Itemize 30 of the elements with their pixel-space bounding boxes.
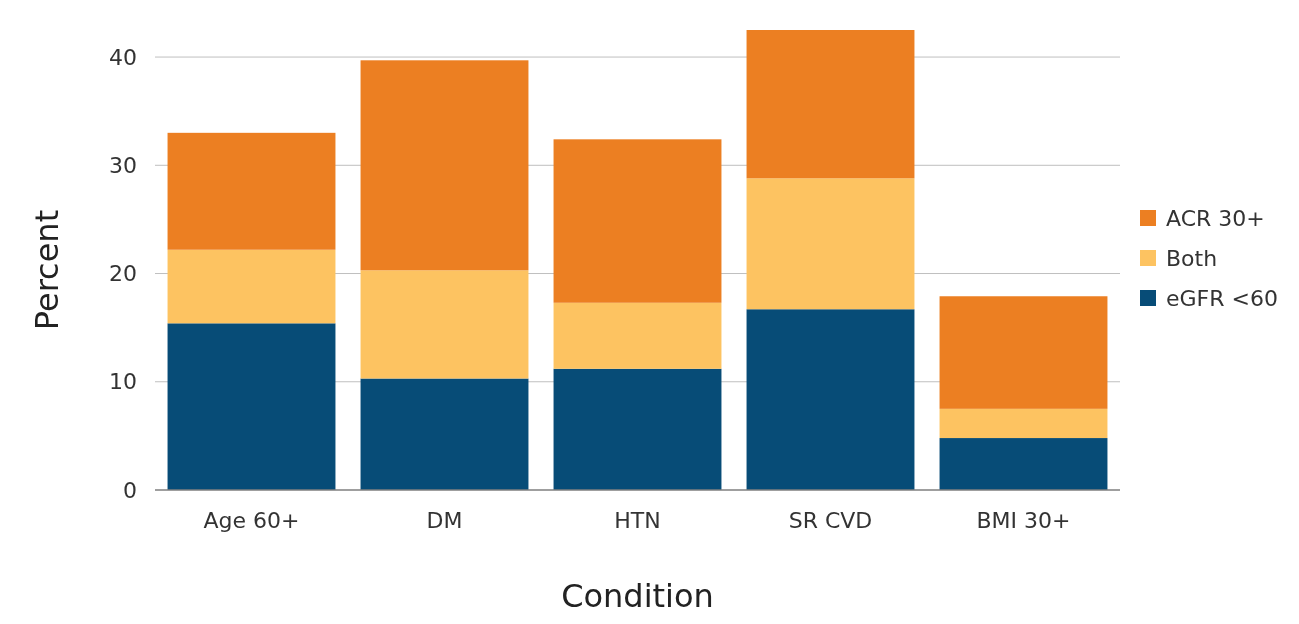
bar	[553, 368, 722, 490]
y-tick-label: 10	[109, 369, 137, 395]
bar	[360, 60, 529, 271]
bar	[360, 270, 529, 379]
x-axis-title: Condition	[561, 577, 714, 615]
legend-label: eGFR <60	[1166, 285, 1278, 311]
bar	[746, 30, 915, 179]
bar	[939, 438, 1108, 490]
bar	[360, 378, 529, 490]
x-tick-label: SR CVD	[788, 508, 873, 533]
bar	[939, 296, 1108, 409]
bar	[167, 249, 336, 324]
x-tick-label: Age 60+	[203, 508, 300, 533]
bar	[167, 323, 336, 490]
bar	[746, 309, 915, 490]
y-axis-title: Percent	[28, 209, 66, 331]
bar	[553, 302, 722, 369]
bar	[167, 132, 336, 250]
x-tick-label: DM	[426, 508, 463, 533]
x-tick-label: HTN	[614, 508, 661, 533]
y-tick-label: 0	[123, 477, 137, 503]
y-tick-label: 30	[109, 152, 137, 178]
legend-label: ACR 30+	[1166, 205, 1265, 231]
y-tick-label: 40	[109, 44, 137, 70]
bar	[746, 178, 915, 310]
bar	[553, 139, 722, 303]
y-tick-label: 20	[109, 261, 137, 287]
bar	[939, 408, 1108, 439]
legend-label: Both	[1166, 245, 1218, 271]
x-tick-label: BMI 30+	[976, 508, 1071, 533]
